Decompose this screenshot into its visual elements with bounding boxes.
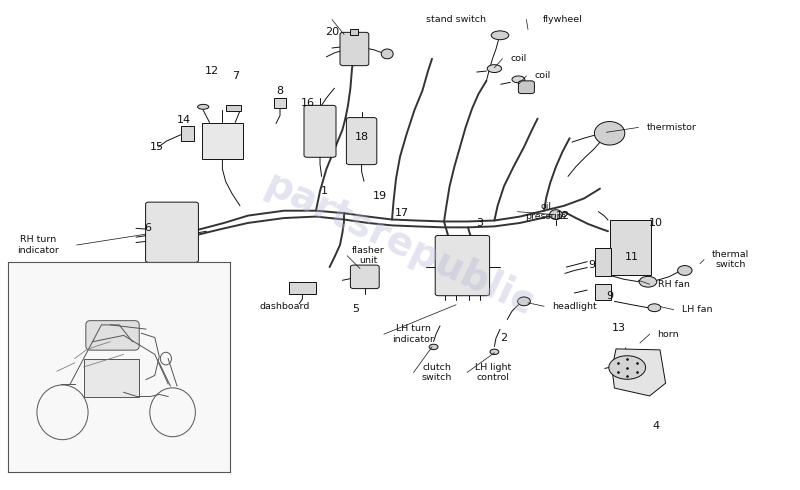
Text: partsrepublic: partsrepublic	[259, 166, 541, 324]
Text: 20: 20	[325, 27, 339, 37]
Text: coil: coil	[534, 72, 550, 80]
FancyBboxPatch shape	[518, 81, 534, 94]
FancyBboxPatch shape	[435, 235, 490, 295]
Ellipse shape	[512, 76, 525, 83]
Text: 9: 9	[589, 260, 595, 270]
Text: 19: 19	[373, 191, 387, 201]
Text: 18: 18	[354, 132, 369, 142]
Bar	[84, 359, 139, 396]
Text: 5: 5	[353, 304, 359, 314]
Text: 6: 6	[145, 223, 151, 233]
Text: 9: 9	[606, 292, 613, 301]
FancyBboxPatch shape	[346, 118, 377, 165]
Text: 2: 2	[501, 333, 507, 343]
Ellipse shape	[490, 349, 499, 355]
Ellipse shape	[487, 65, 502, 73]
Bar	[595, 248, 611, 276]
Bar	[226, 105, 241, 111]
FancyBboxPatch shape	[86, 320, 139, 350]
Text: headlight: headlight	[552, 302, 597, 311]
Text: 10: 10	[649, 218, 663, 228]
Text: 13: 13	[611, 323, 626, 333]
Text: LH turn
indicator: LH turn indicator	[392, 324, 434, 344]
Text: flywheel: flywheel	[542, 15, 582, 24]
Ellipse shape	[609, 356, 646, 379]
Text: 11: 11	[625, 252, 639, 262]
Bar	[289, 282, 316, 294]
Text: RH light
control: RH light control	[190, 297, 228, 317]
Text: thermistor: thermistor	[646, 123, 696, 132]
Ellipse shape	[550, 210, 562, 220]
Bar	[274, 98, 286, 108]
Text: horn: horn	[658, 330, 679, 339]
FancyBboxPatch shape	[304, 105, 336, 157]
Text: 15: 15	[150, 142, 164, 152]
Ellipse shape	[518, 297, 530, 306]
FancyBboxPatch shape	[340, 32, 369, 66]
Polygon shape	[612, 349, 666, 396]
Text: brake light
switch: brake light switch	[114, 293, 166, 313]
Ellipse shape	[491, 31, 509, 40]
Text: 1: 1	[321, 186, 327, 196]
FancyBboxPatch shape	[146, 202, 198, 263]
Bar	[181, 126, 194, 141]
Text: oil
pressure: oil pressure	[526, 202, 567, 221]
Ellipse shape	[594, 122, 625, 145]
Text: LH fan: LH fan	[682, 305, 712, 314]
Text: 14: 14	[177, 115, 191, 125]
Ellipse shape	[198, 104, 209, 109]
Bar	[595, 284, 611, 300]
Text: 3: 3	[477, 218, 483, 228]
Ellipse shape	[639, 276, 657, 287]
Text: 8: 8	[277, 86, 283, 96]
Text: 4: 4	[653, 421, 659, 431]
Text: 12: 12	[555, 211, 570, 220]
Ellipse shape	[678, 266, 692, 275]
Text: flasher
unit: flasher unit	[352, 246, 385, 266]
Bar	[202, 122, 243, 160]
Ellipse shape	[648, 304, 661, 312]
Ellipse shape	[430, 344, 438, 350]
Text: RH turn
indicator: RH turn indicator	[18, 235, 59, 255]
Bar	[350, 29, 358, 35]
Ellipse shape	[146, 287, 155, 293]
Ellipse shape	[381, 49, 394, 59]
FancyBboxPatch shape	[350, 265, 379, 289]
Text: clutch
switch: clutch switch	[422, 363, 452, 382]
Text: RH fan: RH fan	[658, 280, 690, 289]
Text: dashboard: dashboard	[259, 302, 310, 311]
Text: thermal
switch: thermal switch	[712, 250, 750, 270]
Text: 12: 12	[205, 66, 219, 76]
Text: stand switch: stand switch	[426, 15, 486, 24]
Text: 16: 16	[301, 98, 315, 108]
Text: 17: 17	[394, 208, 409, 218]
Text: coil: coil	[510, 54, 526, 63]
Bar	[610, 220, 651, 275]
Text: 7: 7	[233, 71, 239, 81]
Text: LH light
control: LH light control	[475, 363, 511, 382]
